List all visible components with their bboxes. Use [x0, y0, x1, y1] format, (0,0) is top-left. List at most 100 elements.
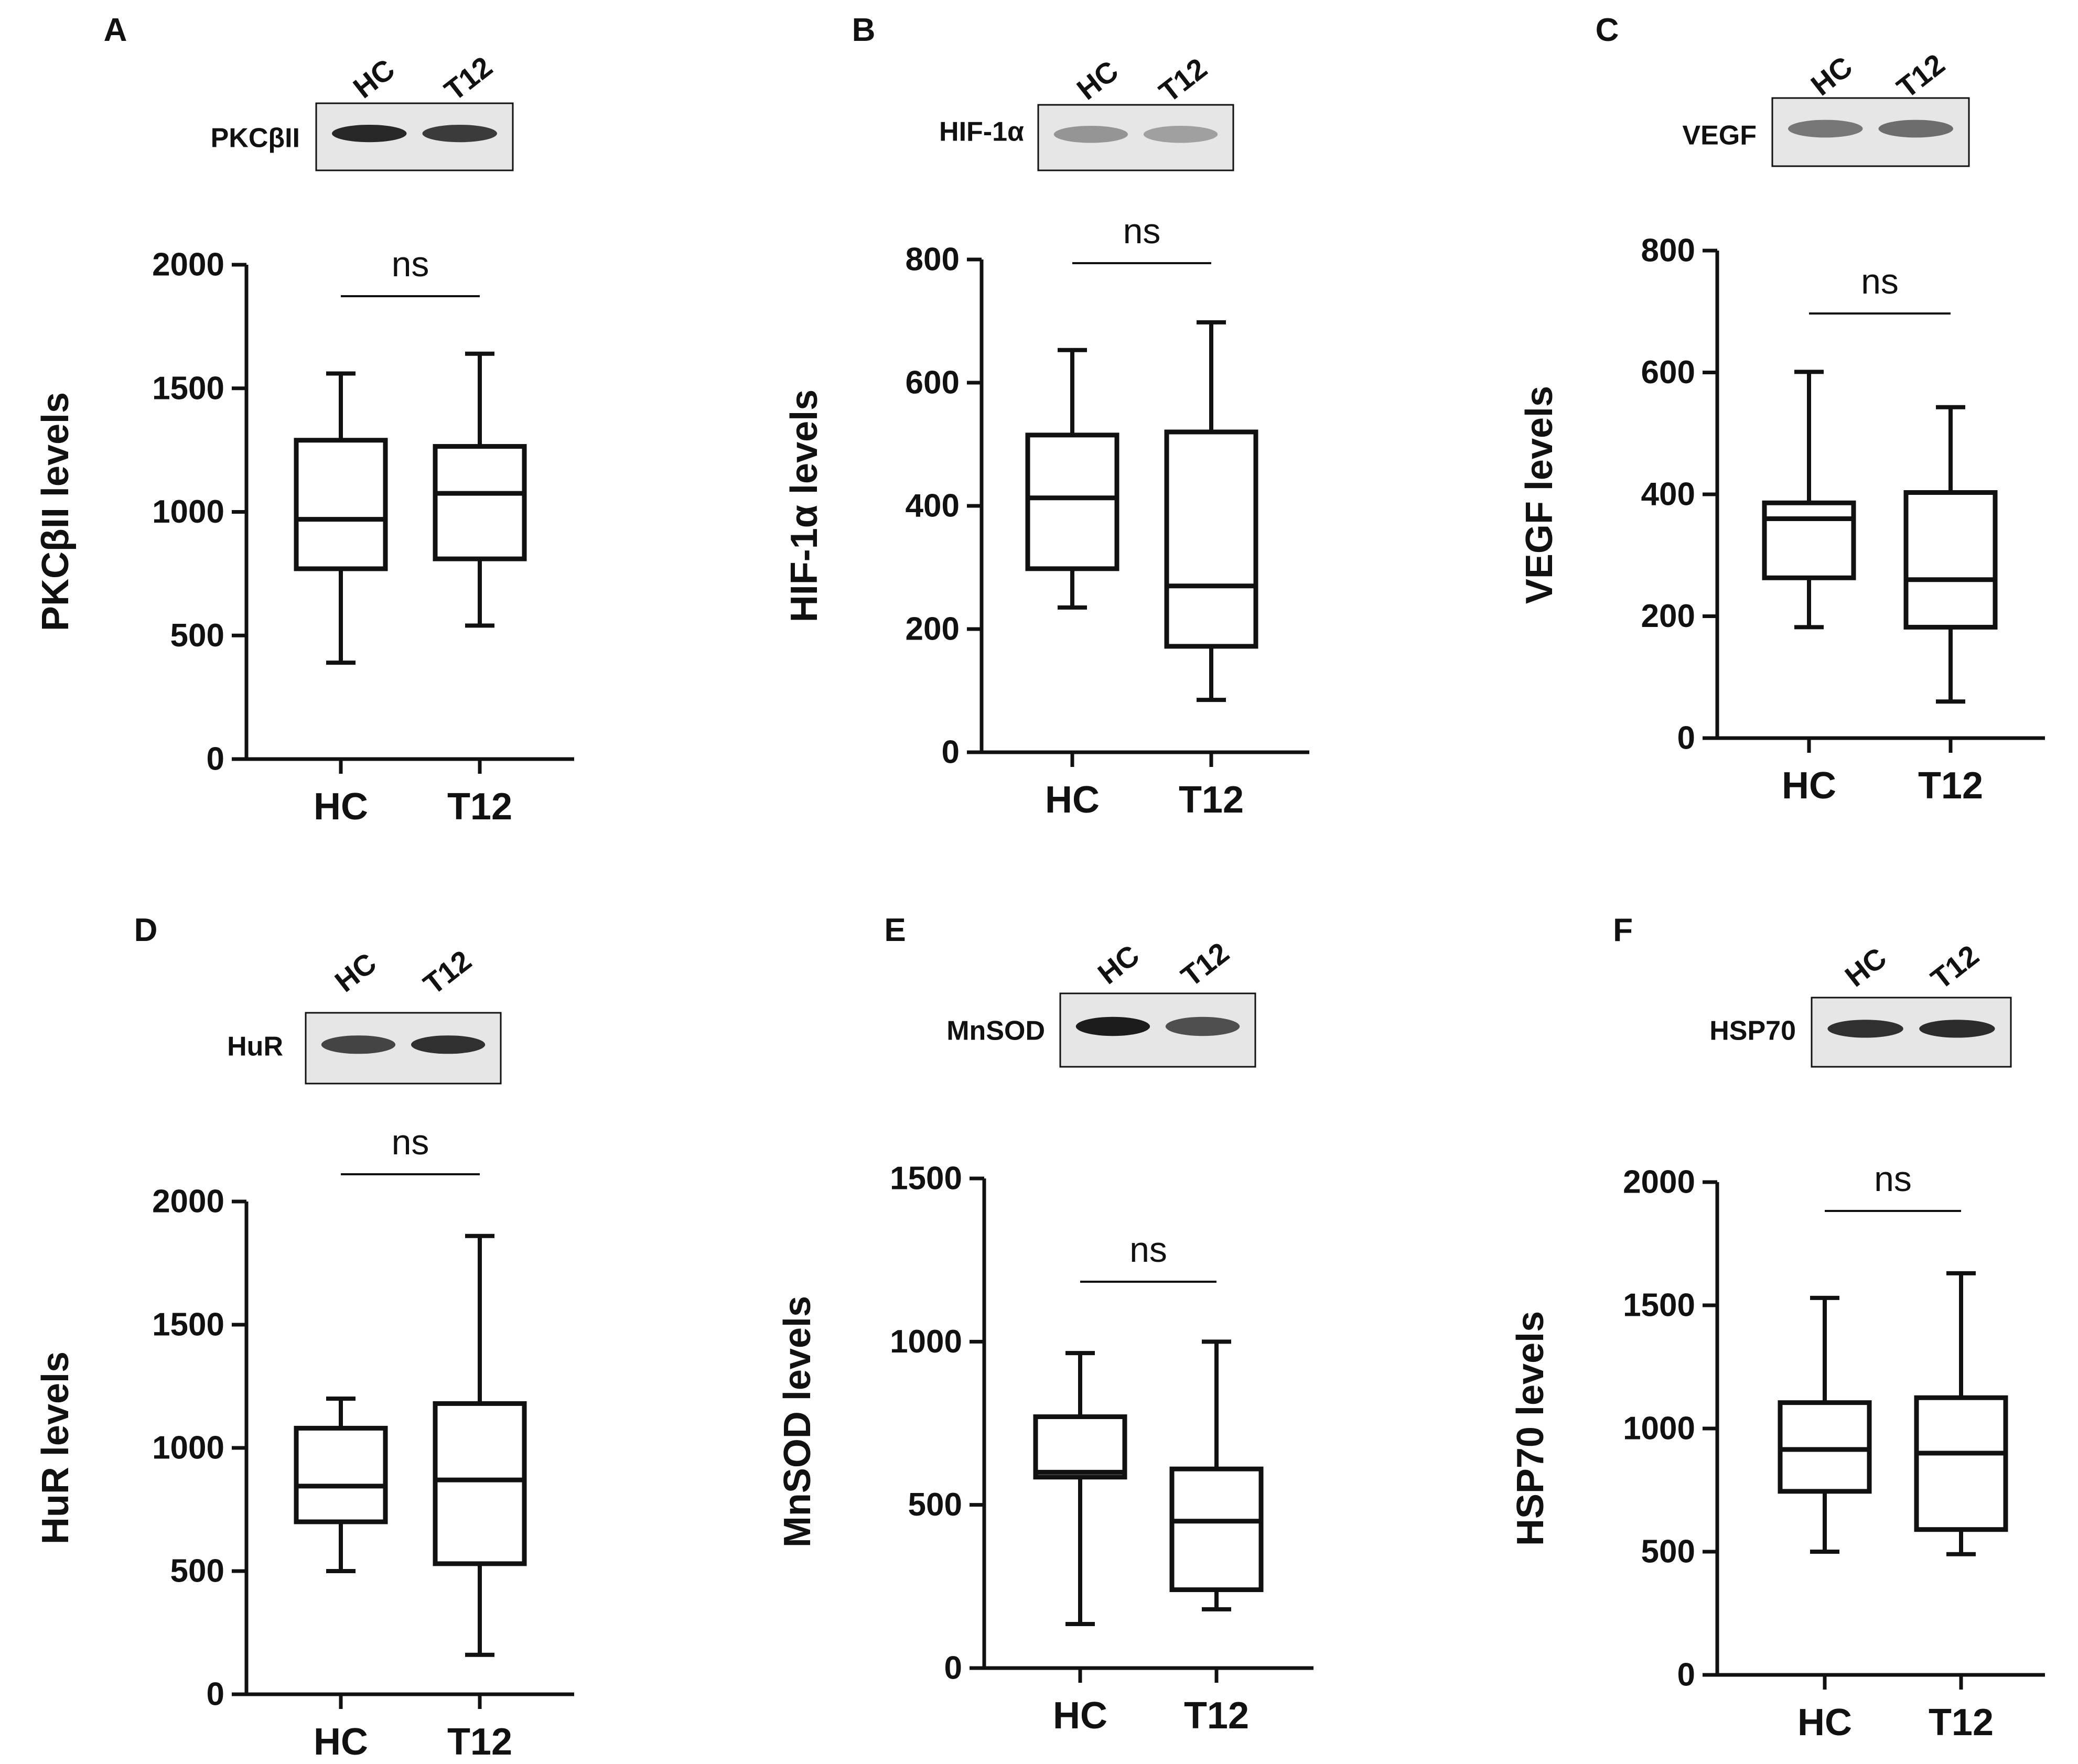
x-tick-label: HC	[314, 1721, 368, 1763]
lane-label: T12	[1153, 51, 1213, 109]
box-t12	[1169, 1339, 1264, 1611]
y-tick-label: 1000	[152, 1430, 224, 1466]
lane-label: HC	[347, 52, 401, 104]
iqr-box	[294, 1425, 388, 1524]
y-axis-label: VEGF levels	[1519, 386, 1560, 604]
panel-label: C	[1596, 12, 1619, 48]
blot-band	[411, 1035, 486, 1054]
x-tick-label: T12	[447, 1721, 512, 1763]
lane-label: HC	[1839, 941, 1893, 993]
y-tick-label: 0	[207, 1676, 224, 1713]
panel-a: A HC T12 PKCβII 0 500 1000 1500 2000 HC T12 PKCβII …	[35, 12, 574, 828]
x-tick-label: T12	[1184, 1695, 1249, 1737]
iqr-box	[1903, 490, 1998, 630]
y-tick-label: 200	[1641, 598, 1695, 634]
western-blot: HC T12 MnSOD	[946, 936, 1256, 1068]
significance-label: ns	[392, 1122, 429, 1162]
iqr-box	[1778, 1400, 1872, 1494]
panel-label: E	[884, 912, 906, 948]
x-tick-label: T12	[1918, 765, 1983, 807]
western-blot: HC T12 HIF-1α	[939, 51, 1234, 171]
lane-label: HC	[1805, 50, 1859, 102]
x-tick-label: T12	[1929, 1702, 1994, 1744]
lane-label: HC	[1092, 938, 1146, 990]
y-tick-label: 1500	[152, 1307, 224, 1343]
panel-d: D HC T12 HuR 0 500 1000 1500 2000 HC T12 HuR levels…	[35, 912, 574, 1763]
iqr-box	[1914, 1395, 2008, 1532]
iqr-box	[433, 444, 527, 561]
y-tick-label: 1000	[890, 1324, 962, 1360]
panel-label: F	[1613, 912, 1633, 948]
x-tick-label: HC	[1053, 1695, 1107, 1737]
box-hc	[1025, 348, 1119, 610]
y-axis-label: HuR levels	[35, 1351, 77, 1544]
y-tick-label: 1000	[1623, 1411, 1695, 1447]
blot-frame	[1037, 104, 1234, 171]
axes: 0 200 400 600 800 HC T12	[906, 242, 1309, 821]
y-tick-label: 1500	[1623, 1287, 1695, 1324]
axes: 0 500 1000 1500 HC T12	[890, 1161, 1313, 1737]
box-t12	[1164, 320, 1258, 702]
y-tick-label: 500	[908, 1487, 962, 1523]
lane-label: T12	[1891, 47, 1951, 104]
axes: 0 500 1000 1500 2000 HC T12	[1623, 1164, 2045, 1744]
significance-label: ns	[392, 244, 429, 284]
protein-label: PKCβII	[211, 123, 300, 154]
protein-label: MnSOD	[946, 1016, 1045, 1046]
panel-label: A	[104, 12, 127, 48]
iqr-box	[1033, 1414, 1127, 1480]
axes: 0 500 1000 1500 2000 HC T12	[152, 247, 574, 828]
x-tick-label: HC	[1797, 1702, 1852, 1744]
box-t12	[1903, 405, 1998, 704]
y-axis-label: HIF-1α levels	[783, 389, 825, 622]
box-t12	[1914, 1271, 2008, 1556]
axes: 0 500 1000 1500 2000 HC T12	[152, 1184, 574, 1763]
y-tick-label: 400	[906, 488, 960, 524]
western-blot: HC T12 HSP70	[1709, 938, 2012, 1068]
protein-label: HIF-1α	[939, 117, 1024, 147]
blot-band	[321, 1035, 396, 1054]
box-t12	[433, 1233, 527, 1657]
box-hc	[294, 371, 388, 665]
iqr-box	[1164, 429, 1258, 649]
significance-label: ns	[1123, 211, 1161, 251]
box-hc	[1778, 1295, 1872, 1554]
y-tick-label: 200	[906, 611, 960, 647]
x-tick-label: HC	[1045, 779, 1100, 821]
x-tick-label: T12	[1179, 779, 1244, 821]
y-tick-label: 600	[906, 365, 960, 401]
panel-label: D	[134, 912, 158, 948]
lane-label: HC	[1071, 54, 1125, 106]
iqr-box	[1169, 1466, 1264, 1593]
blot-band	[1143, 126, 1218, 143]
blot-band	[1919, 1020, 1995, 1038]
y-tick-label: 2000	[1623, 1164, 1695, 1200]
y-tick-label: 500	[170, 618, 224, 654]
y-tick-label: 1500	[152, 370, 224, 406]
blot-band	[332, 124, 407, 143]
y-tick-label: 600	[1641, 354, 1695, 391]
significance-label: ns	[1874, 1159, 1912, 1199]
y-tick-label: 2000	[152, 1184, 224, 1220]
iqr-box	[1762, 500, 1856, 580]
y-tick-label: 800	[1641, 233, 1695, 269]
lane-label: T12	[438, 50, 499, 107]
box-hc	[1033, 1351, 1127, 1626]
y-tick-label: 2000	[152, 247, 224, 283]
x-tick-label: HC	[314, 786, 368, 828]
panel-e: E HC T12 MnSOD 0 500 1000 1500 HC T12 MnSOD levels…	[777, 912, 1313, 1737]
lane-label: HC	[329, 946, 383, 998]
lane-label: T12	[1175, 936, 1235, 993]
y-tick-label: 0	[1677, 720, 1695, 756]
x-tick-label: T12	[447, 786, 512, 828]
axes: 0 200 400 600 800 HC T12	[1641, 233, 2045, 807]
y-tick-label: 400	[1641, 477, 1695, 513]
lane-label: T12	[417, 944, 478, 1001]
y-tick-label: 500	[170, 1553, 224, 1589]
y-tick-label: 1500	[890, 1161, 962, 1197]
y-tick-label: 500	[1641, 1534, 1695, 1570]
y-axis-label: MnSOD levels	[777, 1296, 819, 1547]
box-hc	[1762, 370, 1856, 630]
y-tick-label: 800	[906, 242, 960, 278]
protein-label: HSP70	[1709, 1016, 1796, 1046]
